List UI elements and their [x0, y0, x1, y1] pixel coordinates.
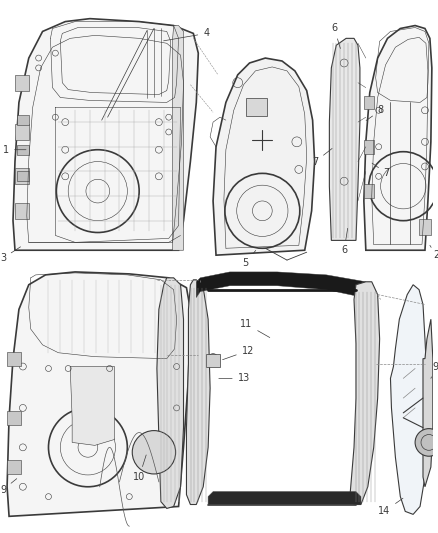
Text: 14: 14 — [378, 498, 403, 516]
Polygon shape — [7, 352, 21, 366]
Text: 7: 7 — [372, 163, 390, 179]
Polygon shape — [15, 124, 29, 140]
Polygon shape — [187, 280, 210, 505]
Text: 9: 9 — [0, 479, 17, 495]
Polygon shape — [15, 168, 29, 184]
Text: 1: 1 — [3, 145, 26, 155]
Polygon shape — [350, 282, 380, 505]
Polygon shape — [364, 26, 432, 250]
Polygon shape — [17, 115, 29, 125]
Circle shape — [132, 431, 176, 474]
Polygon shape — [157, 278, 184, 508]
Text: 9: 9 — [431, 361, 438, 378]
Polygon shape — [364, 184, 374, 198]
Text: 6: 6 — [341, 228, 348, 255]
Circle shape — [415, 429, 438, 456]
Polygon shape — [423, 319, 433, 487]
Polygon shape — [208, 492, 361, 505]
Polygon shape — [419, 219, 431, 236]
Polygon shape — [70, 367, 114, 446]
Polygon shape — [246, 99, 267, 116]
Polygon shape — [17, 145, 29, 155]
Text: 8: 8 — [366, 106, 384, 120]
Polygon shape — [364, 95, 374, 109]
Text: 12: 12 — [223, 346, 254, 360]
Text: 13: 13 — [219, 373, 250, 383]
Text: 2: 2 — [430, 245, 438, 260]
Text: 6: 6 — [331, 23, 340, 49]
Polygon shape — [15, 75, 29, 91]
Text: 11: 11 — [240, 319, 270, 337]
Text: 5: 5 — [243, 251, 256, 268]
Polygon shape — [13, 19, 198, 250]
Text: 4: 4 — [163, 28, 209, 41]
Polygon shape — [390, 285, 427, 514]
Polygon shape — [196, 272, 376, 302]
Polygon shape — [364, 140, 374, 154]
Text: 3: 3 — [0, 247, 21, 263]
Polygon shape — [206, 354, 220, 367]
Polygon shape — [17, 172, 29, 181]
Polygon shape — [15, 203, 29, 219]
Polygon shape — [173, 26, 184, 250]
Polygon shape — [213, 58, 314, 255]
Polygon shape — [329, 38, 360, 240]
Text: 10: 10 — [133, 455, 146, 482]
Polygon shape — [7, 460, 21, 474]
Text: 7: 7 — [312, 149, 332, 166]
Polygon shape — [7, 411, 21, 425]
Polygon shape — [7, 272, 191, 516]
